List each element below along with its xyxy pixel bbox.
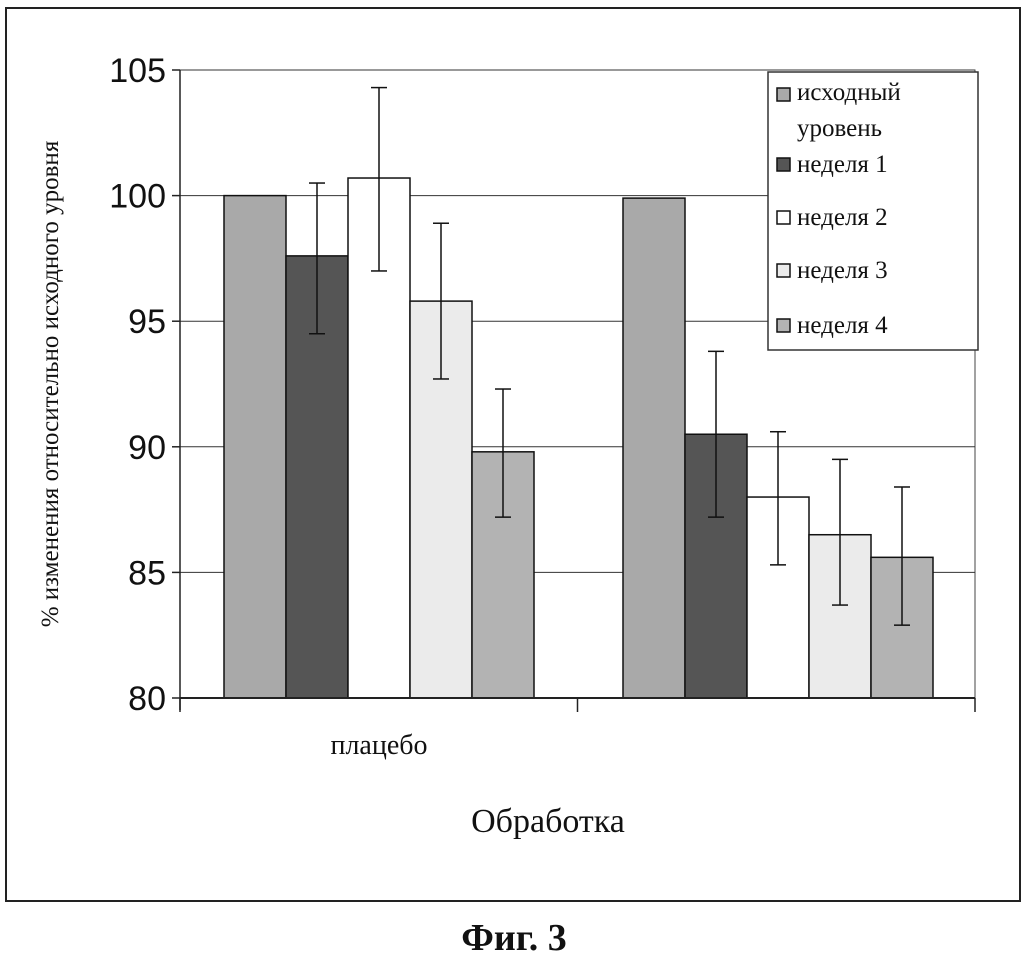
bar bbox=[622, 197, 686, 699]
legend-label: исходный bbox=[797, 79, 901, 106]
bar bbox=[223, 194, 287, 699]
y-tick-label: 105 bbox=[109, 52, 166, 90]
legend-swatch bbox=[776, 318, 791, 333]
y-tick-label: 90 bbox=[128, 429, 166, 467]
chart-frame bbox=[5, 7, 1021, 902]
x-axis-label: Обработка bbox=[471, 803, 625, 840]
legend-label: неделя 3 bbox=[797, 257, 888, 284]
legend-swatch bbox=[776, 263, 791, 278]
legend-swatch bbox=[776, 210, 791, 225]
legend-box bbox=[767, 71, 979, 351]
legend-label: неделя 1 bbox=[797, 151, 888, 178]
legend-label: неделя 2 bbox=[797, 204, 888, 231]
legend-swatch bbox=[776, 157, 791, 172]
y-tick-label: 85 bbox=[128, 554, 166, 592]
legend-label: неделя 4 bbox=[797, 312, 888, 339]
y-tick-label: 100 bbox=[109, 178, 166, 216]
figure-caption: Фиг. 3 bbox=[461, 917, 567, 958]
y-tick-label: 95 bbox=[128, 303, 166, 341]
legend-swatch bbox=[776, 87, 791, 102]
y-axis-label: % изменения относительно исходного уровн… bbox=[37, 140, 64, 627]
y-tick-label: 80 bbox=[128, 680, 166, 718]
x-tick-label: плацебо bbox=[330, 730, 427, 761]
legend-label: уровень bbox=[797, 115, 882, 142]
